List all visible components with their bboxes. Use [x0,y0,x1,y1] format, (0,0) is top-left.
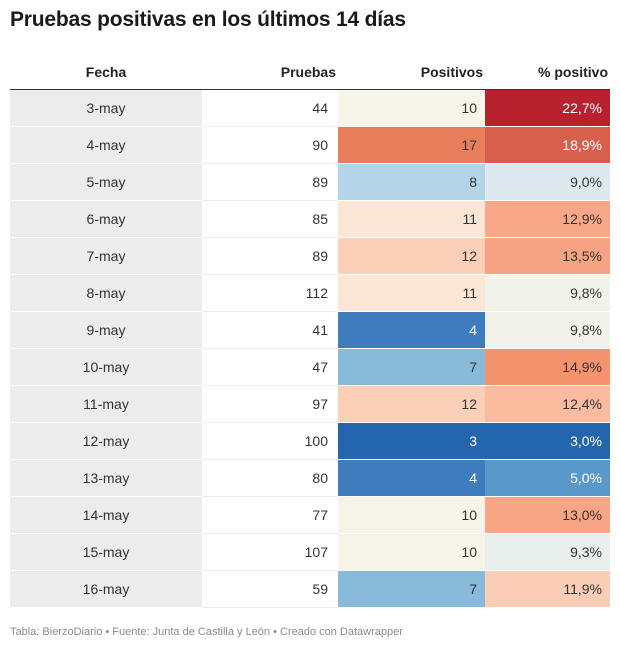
cell-fecha: 13-may [10,459,202,497]
cell-positivo-pct: 5,0% [485,459,610,497]
table-row: 11-may 97 12 12,4% [10,385,610,423]
cell-fecha: 8-may [10,274,202,312]
cell-pruebas: 44 [202,89,338,127]
header-fecha: Fecha [10,54,202,90]
table-row: 5-may 89 8 9,0% [10,163,610,201]
cell-fecha: 11-may [10,385,202,423]
cell-positivos: 12 [338,237,485,275]
cell-positivos: 3 [338,422,485,460]
cell-positivo-pct: 3,0% [485,422,610,460]
header-row: Fecha Pruebas Positivos % positivo [10,54,610,90]
cell-positivo-pct: 9,0% [485,163,610,201]
header-positivos: Positivos [338,54,485,90]
cell-positivos: 8 [338,163,485,201]
cell-pruebas: 90 [202,126,338,164]
cell-fecha: 15-may [10,533,202,571]
table-row: 9-may 41 4 9,8% [10,311,610,349]
cell-positivo-pct: 9,8% [485,311,610,349]
cell-positivo-pct: 12,9% [485,200,610,238]
cell-pruebas: 77 [202,496,338,534]
table-row: 3-may 44 10 22,7% [10,89,610,127]
cell-positivos: 11 [338,274,485,312]
cell-fecha: 5-may [10,163,202,201]
cell-positivo-pct: 22,7% [485,89,610,127]
cell-pruebas: 89 [202,163,338,201]
cell-pruebas: 112 [202,274,338,312]
cell-positivos: 7 [338,348,485,386]
cell-fecha: 3-may [10,89,202,127]
data-table: Fecha Pruebas Positivos % positivo 3-may… [10,54,610,608]
cell-fecha: 12-may [10,422,202,460]
table-row: 6-may 85 11 12,9% [10,200,610,238]
table-row: 12-may 100 3 3,0% [10,422,610,460]
cell-positivo-pct: 9,8% [485,274,610,312]
header-pruebas: Pruebas [202,54,338,90]
table-row: 16-may 59 7 11,9% [10,570,610,608]
table-row: 10-may 47 7 14,9% [10,348,610,386]
cell-fecha: 16-may [10,570,202,608]
cell-fecha: 4-may [10,126,202,164]
table-row: 4-may 90 17 18,9% [10,126,610,164]
cell-positivos: 10 [338,496,485,534]
cell-positivos: 4 [338,459,485,497]
cell-positivo-pct: 14,9% [485,348,610,386]
cell-pruebas: 107 [202,533,338,571]
cell-pruebas: 89 [202,237,338,275]
cell-positivos: 7 [338,570,485,608]
cell-pruebas: 41 [202,311,338,349]
cell-fecha: 9-may [10,311,202,349]
cell-positivos: 10 [338,533,485,571]
cell-positivo-pct: 13,0% [485,496,610,534]
cell-fecha: 10-may [10,348,202,386]
cell-fecha: 7-may [10,237,202,275]
header-positivo-pct: % positivo [485,54,610,90]
cell-positivo-pct: 11,9% [485,570,610,608]
cell-fecha: 14-may [10,496,202,534]
table-body: 3-may 44 10 22,7% 4-may 90 17 18,9% 5-may 89 8 9,0%… [10,89,610,608]
cell-pruebas: 100 [202,422,338,460]
table-row: 13-may 80 4 5,0% [10,459,610,497]
cell-positivos: 4 [338,311,485,349]
cell-positivo-pct: 18,9% [485,126,610,164]
cell-pruebas: 59 [202,570,338,608]
cell-pruebas: 85 [202,200,338,238]
cell-fecha: 6-may [10,200,202,238]
cell-positivos: 10 [338,89,485,127]
footer-credits: Tabla: BierzoDiario • Fuente: Junta de C… [10,626,403,638]
cell-pruebas: 97 [202,385,338,423]
table-row: 7-may 89 12 13,5% [10,237,610,275]
cell-positivos: 11 [338,200,485,238]
cell-positivo-pct: 9,3% [485,533,610,571]
table-row: 8-may 112 11 9,8% [10,274,610,312]
cell-positivos: 17 [338,126,485,164]
table-row: 14-may 77 10 13,0% [10,496,610,534]
chart-title: Pruebas positivas en los últimos 14 días [10,8,406,31]
cell-pruebas: 80 [202,459,338,497]
cell-positivos: 12 [338,385,485,423]
cell-positivo-pct: 12,4% [485,385,610,423]
table-row: 15-may 107 10 9,3% [10,533,610,571]
cell-positivo-pct: 13,5% [485,237,610,275]
cell-pruebas: 47 [202,348,338,386]
